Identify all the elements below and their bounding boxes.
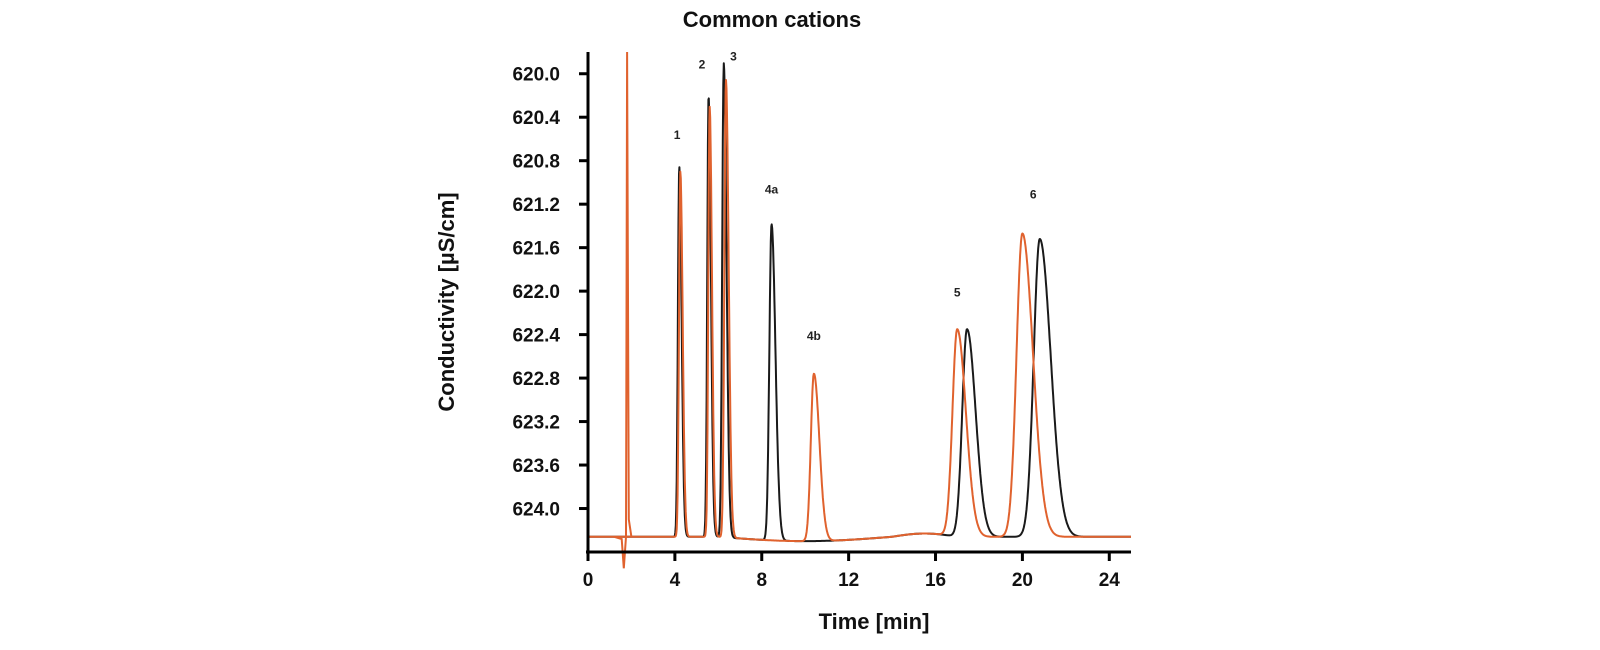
x-tick-label: 16 [925, 570, 946, 591]
y-tick-label: 623.2 [512, 413, 560, 434]
plot-area: 620.0 620.4 620.8 621.2 621.6 622.0 622.4 622.8… [512, 50, 1132, 591]
x-tick-label: 12 [838, 570, 859, 591]
x-tick-label: 20 [1012, 570, 1033, 591]
y-axis-label: Conductivity [µS/cm] [434, 192, 459, 411]
y-tick-label: 622.0 [512, 282, 560, 303]
x-tick-label: 8 [756, 570, 767, 591]
y-tick-label: 621.2 [512, 195, 560, 216]
series-line-1 [587, 62, 1132, 543]
peak-label: 5 [954, 286, 961, 300]
x-tick-label: 4 [670, 570, 681, 591]
y-tick-label: 621.6 [512, 239, 560, 260]
peak-label: 6 [1030, 188, 1037, 202]
y-tick-label: 622.8 [512, 369, 560, 390]
x-tick-label: 0 [583, 570, 594, 591]
x-tick-label: 24 [1099, 570, 1121, 591]
y-tick-label: 622.4 [512, 326, 560, 347]
y-tick-label: 620.4 [512, 108, 560, 129]
series-line-2 [587, 79, 1132, 543]
y-tick-label: 624.0 [512, 500, 560, 521]
y-tick-label: 620.8 [512, 152, 560, 173]
x-axis-label: Time [min] [819, 609, 930, 634]
peak-label: 1 [674, 128, 681, 142]
peak-label: 2 [699, 57, 706, 71]
y-tick-label: 623.6 [512, 456, 560, 477]
peak-label: 4a [765, 182, 779, 196]
chart-title: Common cations [683, 7, 861, 32]
peak-label: 3 [730, 50, 737, 64]
injection-artifact [613, 51, 633, 569]
peak-label: 4b [807, 329, 821, 343]
y-tick-label: 620.0 [512, 65, 560, 86]
